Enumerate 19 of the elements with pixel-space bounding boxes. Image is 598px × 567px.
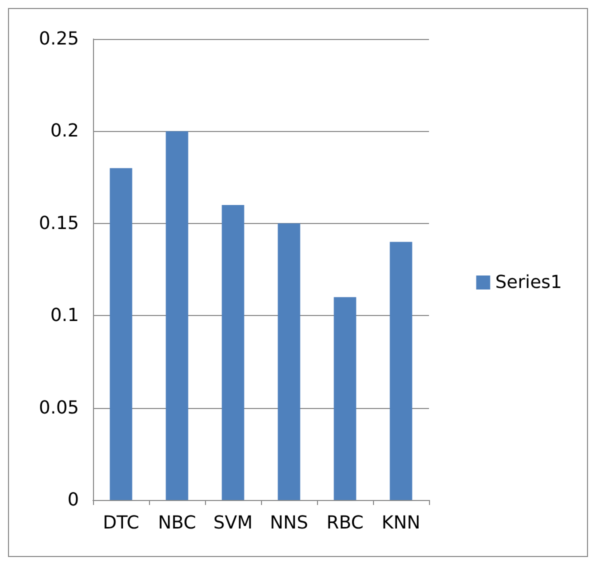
x-tick-label: DTC — [102, 512, 140, 534]
x-tick-label: NNS — [270, 512, 308, 534]
bar — [222, 204, 244, 500]
y-tick-label: 0.05 — [38, 397, 79, 418]
x-tick-label: SVM — [213, 512, 253, 534]
y-tick-label: 0 — [68, 490, 79, 510]
x-tick-label: KNN — [382, 512, 420, 534]
bar — [110, 168, 132, 500]
bar — [278, 223, 300, 500]
bar — [166, 131, 188, 500]
x-tick-label: RBC — [326, 512, 364, 534]
y-tick-label: 0.15 — [38, 212, 79, 234]
y-tick-label: 0.1 — [50, 305, 79, 326]
x-tick-label: NBC — [158, 512, 196, 534]
bar — [390, 242, 412, 500]
bar — [334, 297, 356, 500]
legend-label: Series1 — [495, 272, 562, 293]
y-tick-label: 0.2 — [50, 120, 79, 142]
y-tick-label: 0.25 — [38, 28, 79, 50]
